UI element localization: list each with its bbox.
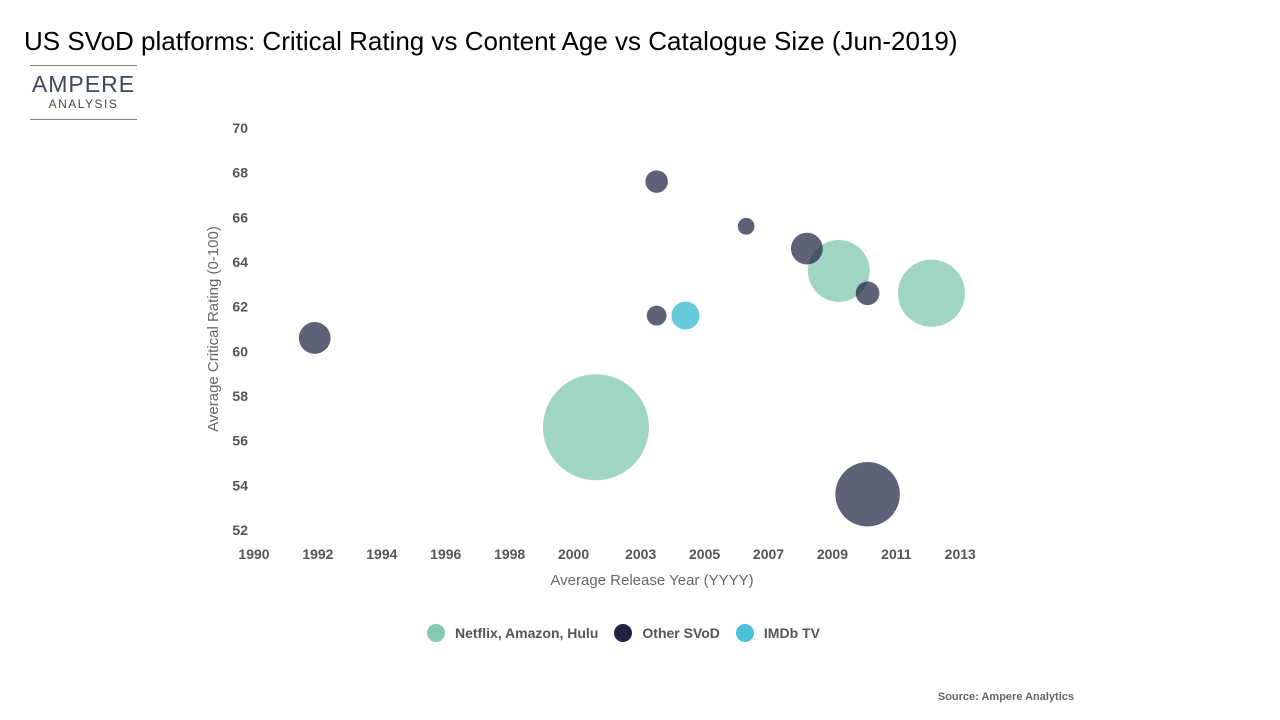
x-tick-label: 1994 [366, 546, 397, 562]
legend-label-imdb: IMDb TV [763, 625, 820, 641]
legend-item-other[interactable]: Other SVoD [614, 624, 720, 642]
bubble-other [790, 232, 823, 265]
legend-swatch-imdb [735, 624, 754, 642]
source-note: Source: Ampere Analytics [937, 691, 1074, 703]
legend-item-imdb[interactable]: IMDb TV [735, 624, 820, 642]
bubble-other [855, 281, 880, 306]
bubble-other [645, 170, 668, 193]
ampere-logo: AMPERE ANALYSIS [30, 65, 137, 121]
y-tick-label: 58 [232, 388, 248, 404]
chart-legend: Netflix, Amazon, Hulu Other SVoD IMDb TV [427, 624, 836, 642]
x-tick-label: 2000 [558, 546, 589, 562]
x-tick-label: 2005 [689, 546, 720, 562]
y-tick-label: 70 [232, 120, 248, 136]
y-axis-label: Average Critical Rating (0-100) [205, 226, 222, 432]
y-tick-label: 60 [232, 343, 248, 359]
x-tick-label: 2009 [817, 546, 848, 562]
bubble-other [646, 305, 667, 326]
logo-subtitle: ANALYSIS [48, 97, 119, 111]
logo-bottom-rule [30, 119, 137, 120]
bubble-imdb [671, 301, 700, 330]
x-tick-label: 1996 [430, 546, 461, 562]
y-tick-label: 56 [232, 433, 248, 449]
y-tick-label: 62 [232, 299, 248, 315]
x-axis-label: Average Release Year (YYYY) [550, 572, 753, 589]
y-tick-label: 68 [232, 165, 248, 181]
legend-label-big3: Netflix, Amazon, Hulu [455, 625, 599, 641]
y-tick-label: 54 [232, 477, 248, 493]
legend-label-other: Other SVoD [642, 625, 720, 641]
y-tick-label: 64 [232, 254, 248, 270]
page-title: US SVoD platforms: Critical Rating vs Co… [24, 26, 958, 56]
bubble-big3 [897, 259, 966, 327]
x-tick-label: 2007 [753, 546, 784, 562]
legend-swatch-big3 [427, 624, 445, 642]
bubble-other [298, 322, 331, 354]
logo-brand: AMPERE [31, 71, 136, 97]
bubble-big3 [807, 240, 870, 302]
legend-item-big3[interactable]: Netflix, Amazon, Hulu [427, 624, 598, 642]
legend-swatch-other [614, 624, 633, 642]
x-tick-label: 2013 [945, 546, 976, 562]
bubble-other [737, 217, 755, 235]
x-tick-label: 1990 [238, 546, 269, 562]
x-tick-label: 2003 [625, 546, 656, 562]
x-tick-label: 2011 [881, 546, 912, 562]
bubble-big3 [542, 374, 649, 481]
logo-top-rule [30, 65, 137, 66]
x-tick-label: 1992 [302, 546, 333, 562]
y-tick-label: 66 [232, 209, 248, 225]
y-tick-label: 52 [232, 522, 248, 538]
bubble-other [835, 462, 900, 527]
x-tick-label: 1998 [494, 546, 525, 562]
